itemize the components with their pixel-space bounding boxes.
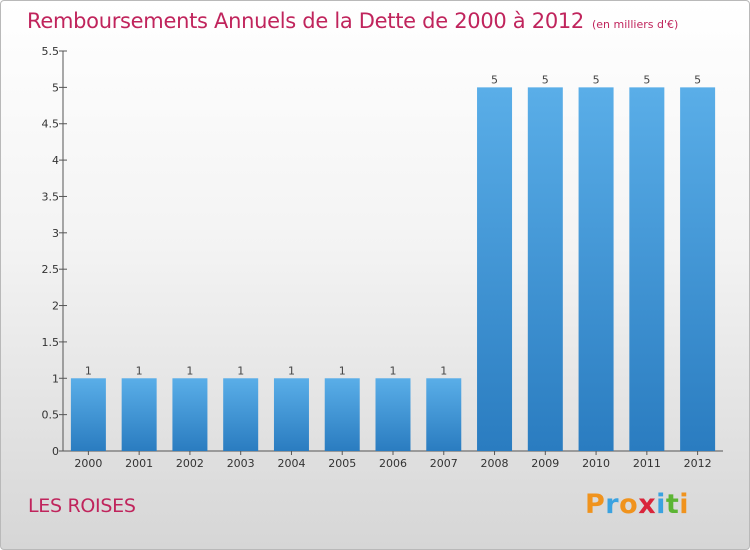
y-tick-label: 2 xyxy=(52,300,59,313)
x-tick-label: 2001 xyxy=(125,457,153,470)
bar-value-label: 1 xyxy=(186,364,193,377)
y-tick-label: 5 xyxy=(52,81,59,94)
bar xyxy=(273,378,309,451)
y-tick-label: 4.5 xyxy=(42,118,60,131)
x-tick-label: 2004 xyxy=(277,457,305,470)
x-tick-label: 2006 xyxy=(379,457,407,470)
x-tick-label: 2000 xyxy=(74,457,102,470)
chart-title-text: Remboursements Annuels de la Dette de 20… xyxy=(27,9,584,33)
bar xyxy=(121,378,157,451)
y-tick-label: 0 xyxy=(52,445,59,458)
axes: 0 0.5 1 1.5 2 2.5 3 3.5 4 4.5 5 5.5 xyxy=(42,45,723,458)
logo-letter: o xyxy=(619,489,639,520)
chart-unit: (en milliers d'€) xyxy=(592,18,679,31)
x-tick-label: 2003 xyxy=(227,457,255,470)
bar xyxy=(426,378,462,451)
labels: 2000 1 2001 1 2002 1 2003 1 2004 1 2005 1 2006 1 2007 1… xyxy=(74,73,711,470)
bar-value-label: 1 xyxy=(339,364,346,377)
x-tick-label: 2005 xyxy=(328,457,356,470)
bar xyxy=(629,87,665,451)
logo-letter: i xyxy=(679,489,690,520)
bar-value-label: 5 xyxy=(593,73,600,86)
y-tick-label: 4 xyxy=(52,154,59,167)
proxiti-logo: Proxiti xyxy=(585,489,689,520)
x-tick-label: 2009 xyxy=(531,457,559,470)
chart-title: Remboursements Annuels de la Dette de 20… xyxy=(27,9,678,33)
y-tick-label: 1.5 xyxy=(42,336,60,349)
x-tick-label: 2012 xyxy=(684,457,712,470)
bar-value-label: 1 xyxy=(288,364,295,377)
y-tick-label: 1 xyxy=(52,372,59,385)
bar xyxy=(172,378,208,451)
y-tick-label: 2.5 xyxy=(42,263,60,276)
bar-value-label: 5 xyxy=(491,73,498,86)
bar-value-label: 1 xyxy=(237,364,244,377)
bar-value-label: 5 xyxy=(542,73,549,86)
bar-value-label: 1 xyxy=(390,364,397,377)
x-tick-label: 2011 xyxy=(633,457,661,470)
bar-value-label: 5 xyxy=(643,73,650,86)
bar xyxy=(527,87,563,451)
y-tick-label: 5.5 xyxy=(42,45,60,58)
x-tick-label: 2007 xyxy=(430,457,458,470)
bar xyxy=(223,378,259,451)
x-tick-label: 2002 xyxy=(176,457,204,470)
bar-value-label: 1 xyxy=(136,364,143,377)
logo-letter: x xyxy=(638,489,657,520)
commune-name: LES ROISES xyxy=(28,495,136,517)
bar xyxy=(70,378,106,451)
x-tick-label: 2008 xyxy=(481,457,509,470)
bar xyxy=(680,87,716,451)
bar-value-label: 5 xyxy=(694,73,701,86)
y-tick-label: 3 xyxy=(52,227,59,240)
bar-value-label: 1 xyxy=(440,364,447,377)
logo-letter: t xyxy=(665,489,680,520)
logo-letter: i xyxy=(656,489,666,520)
x-tick-label: 2010 xyxy=(582,457,610,470)
bar xyxy=(324,378,360,451)
y-tick-label: 3.5 xyxy=(42,190,60,203)
bars xyxy=(70,87,716,451)
logo-letter: r xyxy=(605,489,620,520)
bar xyxy=(578,87,614,451)
bar xyxy=(477,87,513,451)
y-tick-label: 0.5 xyxy=(42,409,60,422)
bar xyxy=(375,378,411,451)
logo-letter: P xyxy=(585,489,606,520)
bar-value-label: 1 xyxy=(85,364,92,377)
